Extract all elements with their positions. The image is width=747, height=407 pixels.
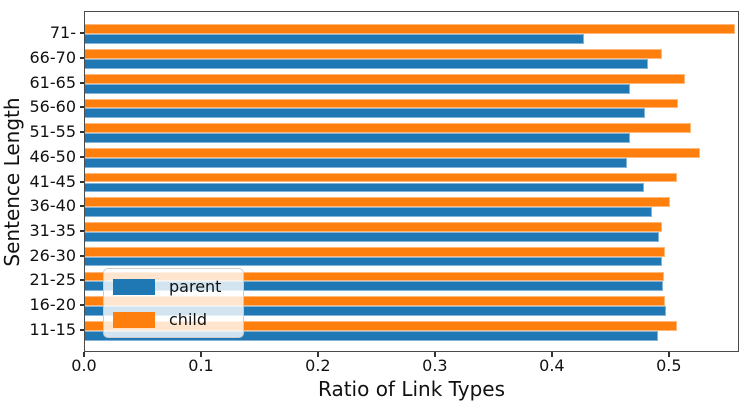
y-axis-title: Sentence Length (0, 97, 24, 267)
legend-label-child: child (169, 310, 207, 329)
x-tick-mark (550, 352, 553, 357)
legend-entry-parent: parent (113, 278, 233, 296)
x-tick-label: 0.3 (422, 356, 448, 375)
x-tick-mark (83, 352, 85, 357)
x-tick-label: 0.2 (305, 356, 331, 375)
y-tick-mark (80, 279, 84, 282)
x-tick-label: 0.0 (71, 356, 97, 375)
bar-parent-71- (85, 34, 585, 45)
bars-group (85, 12, 738, 351)
bar-parent-26-30 (85, 256, 662, 267)
bar-child-36-40 (85, 197, 670, 208)
bar-parent-66-70 (85, 58, 648, 69)
x-tick-mark (200, 352, 202, 357)
x-tick-label: 0.5 (656, 356, 682, 375)
x-tick-label: 0.1 (188, 356, 214, 375)
y-tick-label: 56-60 (29, 97, 77, 117)
bar-child-11-15 (85, 320, 677, 331)
y-tick-mark (80, 205, 84, 208)
x-tick-mark (433, 352, 436, 357)
bar-child-41-45 (85, 172, 677, 183)
bar-parent-21-25 (85, 281, 663, 292)
y-tick-label: 41-45 (29, 171, 77, 191)
y-tick-mark (80, 229, 84, 232)
bar-parent-56-60 (85, 108, 646, 119)
legend-swatch-child (113, 312, 155, 328)
y-tick-mark (80, 32, 84, 35)
y-tick-mark (80, 155, 84, 158)
y-tick-mark (80, 56, 84, 59)
y-tick-mark (80, 180, 84, 183)
bar-child-21-25 (85, 271, 664, 282)
y-tick-label: 61-65 (29, 72, 77, 92)
y-tick-label: 16-20 (29, 295, 77, 315)
legend-swatch-parent (113, 279, 155, 295)
y-tick-mark (80, 81, 84, 84)
x-axis-title: Ratio of Link Types (317, 377, 505, 401)
x-tick-mark (316, 352, 319, 357)
bar-child-26-30 (85, 246, 666, 257)
bar-child-46-50 (85, 147, 701, 158)
y-tick-label: 36-40 (29, 196, 77, 216)
y-tick-label: 71- (49, 23, 76, 43)
legend-entry-child: child (113, 311, 233, 329)
bar-child-51-55 (85, 123, 691, 134)
bar-parent-41-45 (85, 182, 645, 193)
bar-child-66-70 (85, 49, 662, 59)
bar-child-56-60 (85, 98, 678, 109)
bar-parent-46-50 (85, 157, 627, 168)
y-tick-label: 26-30 (29, 245, 77, 265)
y-tick-label: 46-50 (29, 146, 77, 166)
legend: parent child (103, 268, 244, 338)
y-tick-mark (80, 304, 84, 307)
y-tick-label: 51-55 (29, 122, 77, 142)
bar-child-61-65 (85, 73, 685, 84)
y-tick-label: 21-25 (29, 270, 77, 290)
bar-parent-51-55 (85, 133, 631, 143)
y-tick-mark (80, 131, 84, 134)
bar-parent-31-35 (85, 231, 660, 242)
bar-parent-36-40 (85, 207, 653, 218)
bar-parent-16-20 (85, 306, 667, 316)
x-tick-label: 0.4 (539, 356, 565, 375)
bar-parent-11-15 (85, 330, 659, 341)
legend-label-parent: parent (169, 277, 222, 296)
bar-child-31-35 (85, 222, 662, 232)
x-tick-mark (667, 352, 670, 357)
y-tick-label: 66-70 (29, 47, 77, 67)
bar-child-16-20 (85, 296, 666, 307)
bar-child-71- (85, 24, 736, 35)
y-tick-mark (80, 106, 84, 109)
y-tick-label: 31-35 (29, 220, 77, 240)
plot-area (84, 11, 739, 352)
bar-parent-61-65 (85, 83, 631, 94)
y-tick-label: 11-15 (29, 319, 77, 339)
y-tick-mark (80, 328, 84, 331)
y-tick-mark (80, 254, 84, 257)
